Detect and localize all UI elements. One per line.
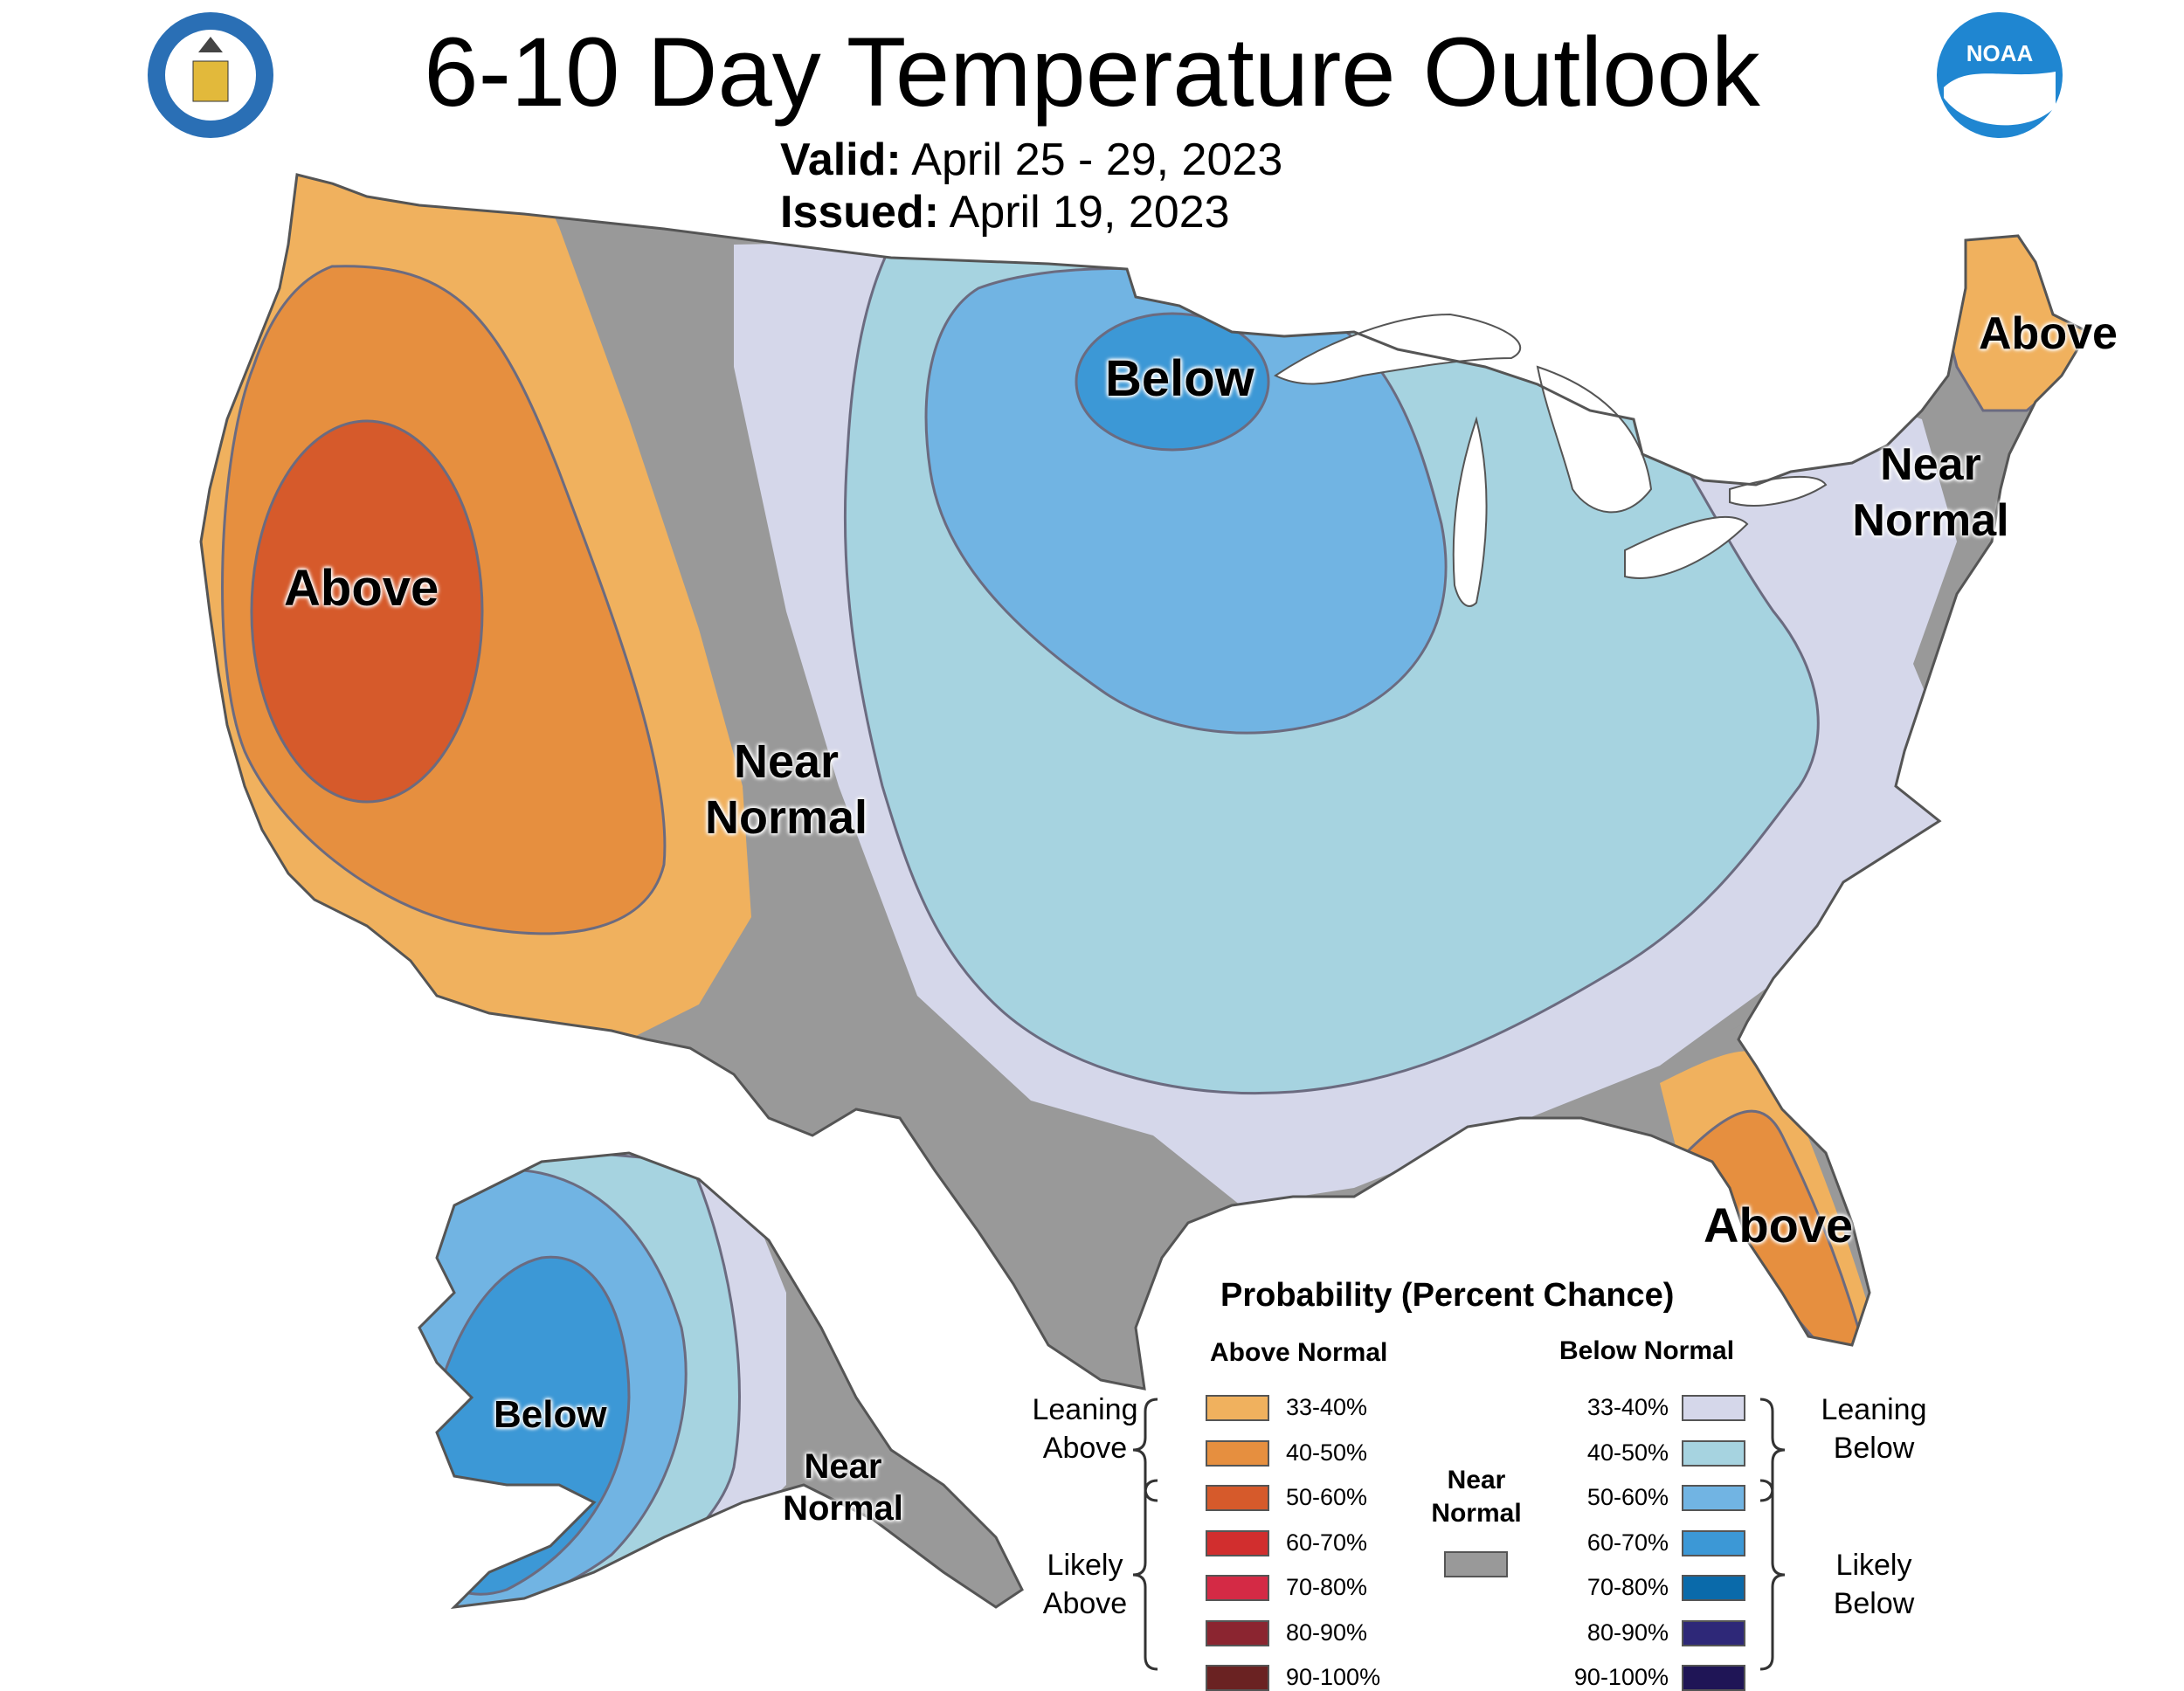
legend-above-label: 33-40% <box>1286 1394 1368 1420</box>
legend-title: Probability (Percent Chance) <box>1220 1277 1675 1314</box>
region-central-near: Near Normal <box>704 735 868 844</box>
legend-above-label: 80-90% <box>1286 1619 1368 1646</box>
legend-below-swatch <box>1682 1619 1745 1646</box>
legend-leaning-below: Leaning Below <box>1821 1393 1927 1465</box>
noaa-logo: NOAA <box>1937 12 2063 138</box>
legend-above-swatch <box>1206 1619 1269 1646</box>
legend-below-label: 70-80% <box>1586 1574 1669 1600</box>
legend-near-normal: Near Normal <box>1431 1466 1522 1528</box>
region-ne-near: Near Normal <box>1852 439 2009 546</box>
legend-below-swatch <box>1682 1529 1745 1556</box>
region-west-above: Above <box>284 560 439 617</box>
legend-below-header: Below Normal <box>1559 1336 1735 1365</box>
legend-likely-above: Likely Above <box>1042 1549 1128 1620</box>
legend-above-header: Above Normal <box>1210 1338 1388 1367</box>
legend-above-swatch <box>1206 1575 1269 1601</box>
map-title: 6-10 Day Temperature Outlook <box>424 17 1760 127</box>
region-fl-above: Above <box>1704 1198 1854 1253</box>
valid-value: April 25 - 29, 2023 <box>911 135 1283 185</box>
legend-likely-below: Likely Below <box>1833 1549 1915 1620</box>
valid-line: Valid: April 25 - 29, 2023 <box>780 133 1282 187</box>
legend-below-swatch <box>1682 1395 1745 1421</box>
issued-value: April 19, 2023 <box>949 187 1230 238</box>
legend-above-label: 90-100% <box>1286 1664 1381 1690</box>
region-north-below: Below <box>1105 350 1254 407</box>
noaa-text: NOAA <box>1966 40 2034 66</box>
legend-below-swatch <box>1682 1575 1745 1601</box>
region-ne-above: Above <box>1979 308 2118 359</box>
legend-above-label: 50-60% <box>1286 1484 1368 1510</box>
valid-label: Valid: <box>780 135 902 185</box>
region-ak-below: Below <box>494 1393 607 1436</box>
legend-below-label: 40-50% <box>1586 1439 1669 1466</box>
legend-below-label: 50-60% <box>1586 1484 1669 1510</box>
legend-below-swatch <box>1682 1485 1745 1511</box>
legend-below-swatch <box>1682 1439 1745 1467</box>
legend-below-label: 60-70% <box>1586 1529 1669 1556</box>
legend-leaning-above: Leaning Above <box>1032 1393 1138 1465</box>
issued-label: Issued: <box>780 187 940 238</box>
issued-line: Issued: April 19, 2023 <box>780 185 1230 239</box>
legend-below-label: 80-90% <box>1586 1619 1669 1646</box>
legend-above-swatch <box>1206 1485 1269 1511</box>
legend-above-label: 60-70% <box>1286 1529 1368 1556</box>
legend-above-swatch <box>1206 1529 1269 1556</box>
legend-above-label: 70-80% <box>1286 1574 1368 1600</box>
legend-above-label: 40-50% <box>1286 1439 1368 1466</box>
legend-above-swatch <box>1206 1439 1269 1467</box>
legend-below-label: 90-100% <box>1573 1664 1669 1690</box>
legend-above-swatch <box>1206 1665 1269 1691</box>
legend-below-swatch <box>1682 1665 1745 1691</box>
legend-below-label: 33-40% <box>1586 1394 1669 1420</box>
region-ak-near: Near Normal <box>783 1447 903 1528</box>
commerce-seal <box>148 12 273 138</box>
legend-above-swatch <box>1206 1395 1269 1421</box>
legend-near-swatch <box>1444 1551 1508 1577</box>
